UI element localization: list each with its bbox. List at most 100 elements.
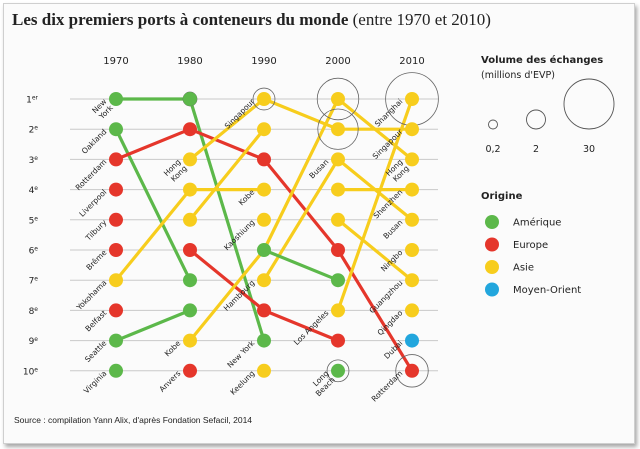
port-label-dubai-2010: Dubai bbox=[382, 339, 404, 361]
volume-legend-label-1: 2 bbox=[533, 144, 539, 155]
port-dot-1990-rank-9 bbox=[257, 333, 271, 348]
volume-legend-circle-1 bbox=[526, 109, 546, 130]
port-label-liverpool-1970: Liverpool bbox=[77, 188, 108, 219]
volume-legend-title: Volume des échanges bbox=[481, 54, 603, 66]
port-dot-1980-rank-2 bbox=[183, 122, 197, 137]
port-dot-1990-rank-1 bbox=[257, 92, 271, 106]
port-dot-1990-rank-8 bbox=[257, 303, 271, 318]
port-dot-1990-rank-4 bbox=[257, 182, 271, 197]
port-label-anvers-1980: Anvers bbox=[157, 369, 182, 394]
port-dot-1980-rank-7 bbox=[183, 273, 197, 288]
port-dot-1980-rank-8 bbox=[183, 303, 197, 318]
port-dot-2010-rank-7 bbox=[405, 273, 419, 288]
port-dot-1970-rank-2 bbox=[109, 122, 123, 137]
port-dot-1990-rank-6 bbox=[257, 243, 271, 257]
year-label-2010: 2010 bbox=[399, 56, 424, 67]
port-label-yokohama-1970: Yokohama bbox=[74, 278, 108, 312]
origin-legend-swatch-moyen-orient bbox=[485, 282, 499, 297]
rank-label-6: 6e bbox=[29, 246, 39, 257]
origin-legend: Origine Amérique Europe Asie Moyen-Orient bbox=[481, 191, 581, 297]
chart-title-sub: (entre 1970 et 2010) bbox=[352, 10, 491, 29]
rank-label-7: 7e bbox=[29, 276, 39, 287]
port-dot-1970-rank-8 bbox=[109, 303, 123, 318]
port-dot-2010-rank-3 bbox=[405, 152, 419, 167]
port-label-keelung-1990: Keelung bbox=[228, 369, 256, 397]
port-dot-1990-rank-2 bbox=[257, 122, 271, 137]
port-dot-1970-rank-9 bbox=[109, 333, 123, 348]
port-dot-1980-rank-10 bbox=[183, 363, 197, 378]
port-dot-2000-rank-10 bbox=[331, 363, 345, 378]
series-line-13 bbox=[336, 218, 414, 282]
rank-axis: 1er 2e 3e 4e 5e 6e 7e 8e 9e 10e bbox=[23, 95, 39, 378]
port-dot-1970-rank-1 bbox=[109, 92, 123, 106]
volume-circle-2-1 bbox=[252, 87, 276, 111]
chart-source: Source : compilation Yann Alix, d'après … bbox=[14, 415, 253, 425]
port-dot-2000-rank-6 bbox=[331, 243, 345, 257]
port-dot-2010-rank-4 bbox=[405, 182, 419, 197]
rank-label-3: 3e bbox=[29, 155, 39, 166]
port-label-singapour-1990: Singapour bbox=[223, 96, 257, 130]
volume-legend-label-0: 0,2 bbox=[485, 144, 500, 155]
port-dot-2000-rank-1 bbox=[331, 92, 345, 106]
port-dot-2000-rank-9 bbox=[331, 333, 345, 348]
volume-legend-unit: (millions d'EVP) bbox=[481, 70, 555, 81]
rank-label-4: 4e bbox=[29, 185, 39, 196]
port-dot-1990-rank-5 bbox=[257, 212, 271, 227]
port-label-kobe-1980: Kobe bbox=[163, 338, 183, 358]
rank-label-1: 1er bbox=[26, 95, 38, 106]
port-dot-2010-rank-1 bbox=[405, 92, 419, 106]
year-axis: 1970 1980 1990 2000 2010 bbox=[103, 56, 424, 67]
port-dot-1990-rank-3 bbox=[257, 152, 271, 167]
origin-legend-label-moyen-orient: Moyen-Orient bbox=[513, 285, 581, 296]
series-line-10 bbox=[262, 248, 340, 282]
port-dot-1980-rank-4 bbox=[183, 182, 197, 197]
port-dot-2010-rank-5 bbox=[405, 212, 419, 227]
series-lines bbox=[114, 97, 414, 373]
chart-title-main: Les dix premiers ports à conteneurs du m… bbox=[12, 10, 349, 29]
port-dot-2000-rank-8 bbox=[331, 303, 345, 318]
volume-legend-circle-0 bbox=[488, 119, 498, 130]
port-dot-2010-rank-10 bbox=[405, 363, 419, 378]
rank-label-5: 5e bbox=[29, 215, 39, 226]
volume-circle-4-10 bbox=[395, 354, 429, 388]
port-dot-2000-rank-7 bbox=[331, 273, 345, 288]
series-line-7 bbox=[188, 97, 414, 343]
port-dot-1980-rank-5 bbox=[183, 212, 197, 227]
port-label-shanghai-2010: Shanghai bbox=[373, 97, 404, 128]
year-label-2000: 2000 bbox=[325, 56, 350, 67]
rank-label-9: 9e bbox=[29, 336, 39, 347]
port-dot-2010-rank-2 bbox=[405, 122, 419, 137]
port-label-virginia-1970: Virginia bbox=[82, 369, 109, 396]
volume-circle-3-2 bbox=[317, 108, 359, 150]
port-dots bbox=[109, 92, 419, 378]
rank-label-2: 2e bbox=[29, 125, 39, 136]
origin-legend-swatch-amerique bbox=[485, 215, 499, 229]
port-dot-1980-rank-6 bbox=[183, 243, 197, 257]
port-dot-1970-rank-5 bbox=[109, 212, 123, 227]
port-label-rotterdam-1970: Rotterdam bbox=[74, 157, 109, 192]
year-label-1970: 1970 bbox=[103, 56, 128, 67]
port-label-rotterdam-2010: Rotterdam bbox=[370, 369, 405, 404]
port-dot-2000-rank-4 bbox=[331, 182, 345, 197]
port-dot-1970-rank-10 bbox=[109, 363, 123, 378]
port-dot-1980-rank-1 bbox=[183, 92, 197, 106]
port-label-los-angeles-2000: Los Angeles bbox=[292, 308, 330, 346]
port-dot-2000-rank-5 bbox=[331, 212, 345, 227]
port-dot-2000-rank-3 bbox=[331, 152, 345, 167]
port-dot-1990-rank-7 bbox=[257, 273, 271, 288]
volume-legend-label-2: 30 bbox=[583, 144, 595, 155]
port-dot-1970-rank-4 bbox=[109, 182, 123, 197]
chart-title: Les dix premiers ports à conteneurs du m… bbox=[12, 10, 491, 30]
port-dot-1970-rank-7 bbox=[109, 273, 123, 288]
year-label-1990: 1990 bbox=[251, 56, 276, 67]
volume-circle-3-1 bbox=[316, 77, 360, 121]
port-label-breme-1970: Brême bbox=[84, 248, 108, 272]
port-label-oakland-1970: Oakland bbox=[80, 127, 109, 156]
series-line-3 bbox=[114, 308, 192, 343]
port-dot-1980-rank-9 bbox=[183, 333, 197, 348]
port-dot-2010-rank-6 bbox=[405, 243, 419, 257]
port-label-belfast-1970: Belfast bbox=[83, 308, 108, 333]
rank-label-8: 8e bbox=[29, 306, 39, 317]
volume-legend-circle-2 bbox=[563, 78, 615, 130]
